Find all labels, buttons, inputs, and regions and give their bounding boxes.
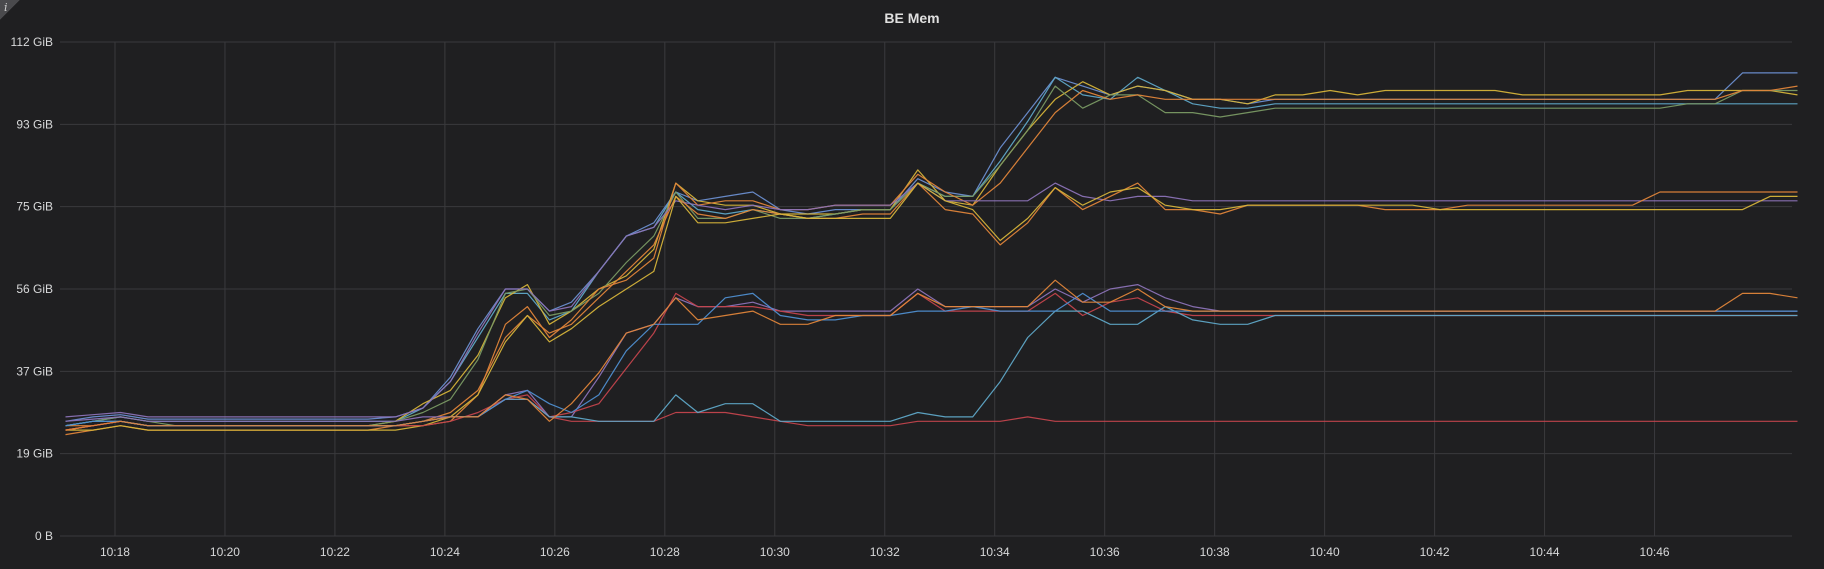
y-tick-label: 75 GiB (16, 200, 53, 214)
x-tick-label: 10:22 (320, 545, 350, 559)
x-tick-label: 10:30 (760, 545, 790, 559)
y-tick-label: 93 GiB (16, 117, 53, 131)
series-line-7 (65, 182, 1798, 427)
series-line-4 (65, 85, 1798, 427)
series-line-8 (65, 182, 1798, 431)
y-tick-label: 112 GiB (11, 35, 53, 49)
x-tick-label: 10:20 (210, 545, 240, 559)
y-tick-label: 19 GiB (16, 447, 53, 461)
series-line-12 (65, 306, 1798, 427)
x-tick-label: 10:46 (1640, 545, 1670, 559)
panel-title: BE Mem (884, 10, 940, 26)
x-tick-label: 10:36 (1090, 545, 1120, 559)
y-tick-label: 37 GiB (16, 364, 53, 378)
x-tick-label: 10:26 (540, 545, 570, 559)
x-tick-label: 10:40 (1310, 545, 1340, 559)
series-line-11 (65, 292, 1798, 431)
series-line-10 (65, 284, 1798, 422)
series-line-14 (65, 279, 1798, 431)
x-tick-label: 10:18 (100, 545, 130, 559)
y-tick-label: 0 B (35, 529, 53, 543)
x-tick-label: 10:28 (650, 545, 680, 559)
x-tick-label: 10:24 (430, 545, 460, 559)
x-tick-label: 10:32 (870, 545, 900, 559)
series-line-13 (65, 292, 1798, 427)
x-tick-label: 10:38 (1200, 545, 1230, 559)
series-line-1 (65, 72, 1798, 422)
x-tick-label: 10:34 (980, 545, 1010, 559)
x-tick-label: 10:42 (1420, 545, 1450, 559)
y-tick-label: 56 GiB (16, 282, 53, 296)
series-line-3 (65, 81, 1798, 431)
x-tick-label: 10:44 (1530, 545, 1560, 559)
series-line-9 (65, 394, 1798, 431)
info-icon[interactable]: i (0, 0, 20, 20)
series-line-2 (65, 76, 1798, 427)
series-line-5 (65, 85, 1798, 436)
